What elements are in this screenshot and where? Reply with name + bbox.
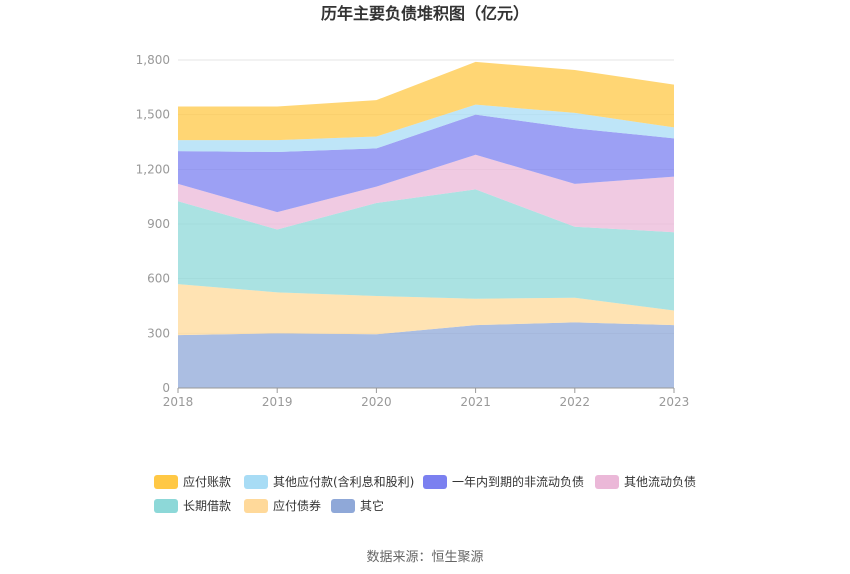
y-tick-label: 1,800	[136, 53, 170, 67]
legend-label: 应付债券	[273, 498, 321, 513]
legend-swatch	[331, 499, 355, 513]
legend-swatch	[423, 475, 447, 489]
y-tick-label: 600	[147, 272, 170, 286]
area-series-长期借款	[178, 189, 674, 311]
area-series-一年内到期的非流动负债	[178, 114, 674, 213]
legend-swatch	[595, 475, 619, 489]
legend-label: 其它	[360, 498, 384, 513]
x-tick-label: 2021	[460, 395, 491, 409]
x-tick-label: 2022	[560, 395, 591, 409]
legend-swatch	[244, 475, 268, 489]
legend-label: 一年内到期的非流动负债	[452, 474, 584, 489]
x-tick-label: 2020	[361, 395, 392, 409]
y-tick-label: 1,500	[136, 108, 170, 122]
legend-label: 长期借款	[183, 499, 231, 513]
area-series-应付账款	[178, 61, 674, 141]
x-tick-label: 2018	[163, 395, 194, 409]
chart-title: 历年主要负债堆积图（亿元）	[321, 4, 529, 23]
area-series-其他应付款(含利息和股利)	[178, 104, 674, 153]
area-series-其它	[178, 322, 674, 388]
data-source: 数据来源：恒生聚源	[366, 550, 483, 565]
area-series-其他流动负债	[178, 154, 674, 233]
x-tick-label: 2023	[659, 395, 690, 409]
area-series-应付债券	[178, 284, 674, 336]
legend-swatch	[244, 499, 268, 513]
legend-swatch	[154, 475, 178, 489]
y-tick-label: 1,200	[136, 162, 170, 176]
legend-label: 应付账款	[183, 474, 231, 489]
axes: 0 300 600 900 1,200 1,500 1,800 2018 2019 2020 202…	[136, 53, 690, 409]
legend-swatch	[154, 499, 178, 513]
x-tick-label: 2019	[262, 395, 293, 409]
y-tick-label: 300	[147, 326, 170, 340]
legend-label: 其他应付款(含利息和股利)	[273, 474, 414, 489]
area-series	[178, 61, 674, 388]
y-tick-label: 900	[147, 217, 170, 231]
y-tick-label: 0	[162, 381, 170, 395]
legend-label: 其他流动负债	[624, 475, 696, 489]
